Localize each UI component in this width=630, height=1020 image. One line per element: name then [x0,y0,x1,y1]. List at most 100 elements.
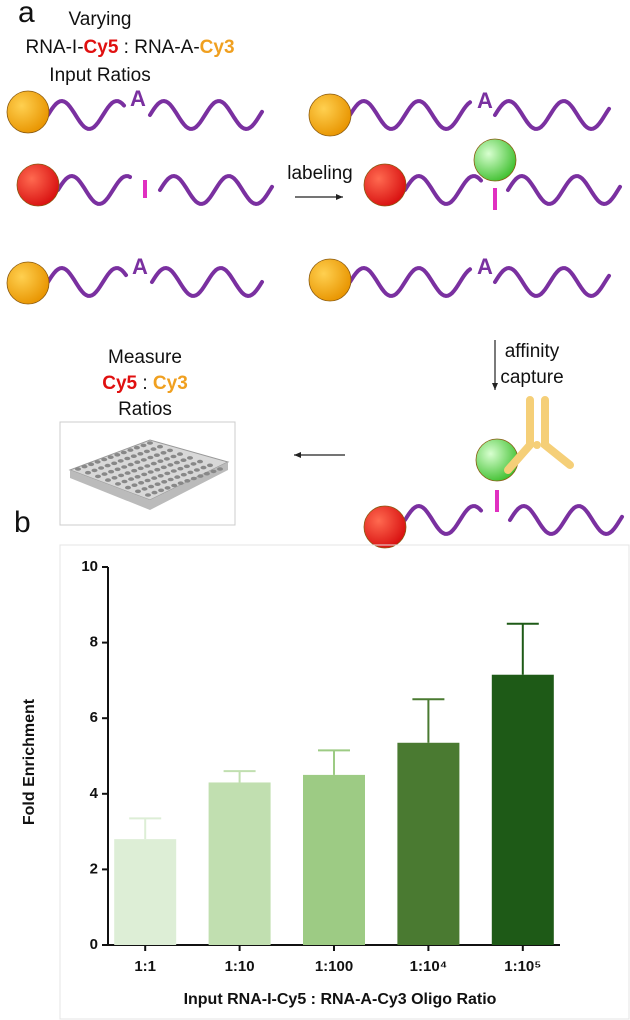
well [177,481,184,486]
well [117,459,124,463]
well [125,485,131,490]
well [193,468,200,472]
well [163,457,170,461]
well [180,458,187,463]
x-axis-label: Input RNA-I-Cy5 : RNA-A-Cy3 Oligo Ratio [184,991,497,1008]
x-tick-label: 1:10⁵ [504,958,541,975]
bar [491,674,554,945]
well [167,463,174,467]
well [170,469,177,473]
well [197,474,204,478]
well [85,470,91,475]
measure-label: Measure [108,347,182,368]
base-label: A [477,254,493,279]
fluorophore [363,505,407,549]
panel-frame [59,544,630,1020]
well [95,474,101,479]
step-label: affinity [505,341,560,362]
arrow-head [336,194,343,200]
fluorophore [473,138,517,182]
well [160,451,167,455]
well [121,479,128,484]
well [124,456,131,461]
base-label: A [477,88,493,113]
well [157,459,164,464]
well [108,469,115,474]
well [98,466,105,470]
y-axis-label: Fold Enrichment [21,698,38,825]
y-tick-label: 0 [90,936,98,953]
measure-part: Cy3 [153,373,188,394]
x-tick-label: 1:100 [315,958,353,975]
well [148,484,155,489]
well [141,487,148,491]
well [131,468,138,473]
fluorophore [6,90,50,134]
fluorophore [308,93,352,137]
x-tick-label: 1:10 [225,958,255,975]
heading: Varying [68,9,131,30]
well [144,478,151,483]
heading-part: : RNA-A- [118,37,199,58]
y-tick-label: 4 [90,785,99,802]
x-tick-label: 1:10⁴ [410,958,447,975]
well [153,453,160,458]
wells [75,441,223,497]
well [147,441,153,445]
well [114,467,121,472]
antibody [504,396,574,474]
well [161,480,168,484]
rna-strand [348,98,472,132]
rna-strand [158,173,274,207]
rna-strand [148,98,264,132]
well [134,475,141,479]
well [158,488,165,493]
well [115,482,121,486]
well [164,486,171,490]
heading-part: Cy5 [84,37,119,58]
heading-part: RNA-I- [25,37,83,58]
well [88,462,95,467]
well [210,469,217,474]
well [154,467,161,472]
rna-strand [150,265,264,299]
chart: 0 2 4 6 8 10 1:1 1:10 1:100 1:10⁴ 1:10⁵ [81,558,560,975]
measure-part: : [137,373,153,394]
bar [208,782,271,945]
well [147,455,154,460]
rna-strand [403,503,483,536]
panel-label: a [18,0,35,29]
step-label: labeling [287,163,353,184]
well [171,483,178,488]
well [160,465,167,470]
well [111,461,118,466]
well [131,483,138,488]
well [187,470,194,475]
well [134,460,141,465]
well [127,448,134,452]
fluorophore [6,261,50,305]
y-tick-label: 10 [81,558,98,575]
well [170,454,177,459]
y-tick-label: 8 [90,634,98,651]
well [138,481,145,485]
heading: RNA-I-Cy5 : RNA-A-Cy3 [25,37,234,58]
well [144,464,151,468]
well [137,452,144,456]
well [107,455,114,460]
well [135,489,141,494]
well [177,466,184,471]
well [200,465,207,470]
measure-label: Cy5 : Cy3 [102,373,188,394]
y-tick-label: 6 [90,709,98,726]
panel-label: b [14,506,31,539]
well [167,477,174,482]
arrow-head [492,383,498,390]
well [133,445,140,450]
well [143,449,150,454]
well [151,490,158,495]
well [174,475,181,479]
well [105,478,111,482]
bar [114,839,177,945]
